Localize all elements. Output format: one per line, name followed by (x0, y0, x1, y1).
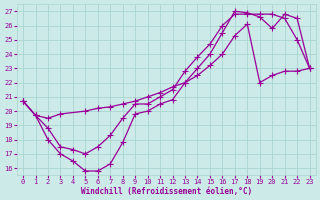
X-axis label: Windchill (Refroidissement éolien,°C): Windchill (Refroidissement éolien,°C) (81, 187, 252, 196)
